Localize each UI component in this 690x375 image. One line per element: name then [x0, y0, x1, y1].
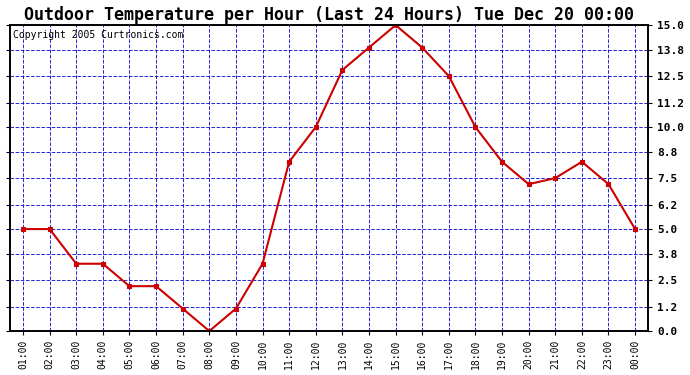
- Title: Outdoor Temperature per Hour (Last 24 Hours) Tue Dec 20 00:00: Outdoor Temperature per Hour (Last 24 Ho…: [24, 6, 634, 24]
- Text: Copyright 2005 Curtronics.com: Copyright 2005 Curtronics.com: [13, 30, 184, 40]
